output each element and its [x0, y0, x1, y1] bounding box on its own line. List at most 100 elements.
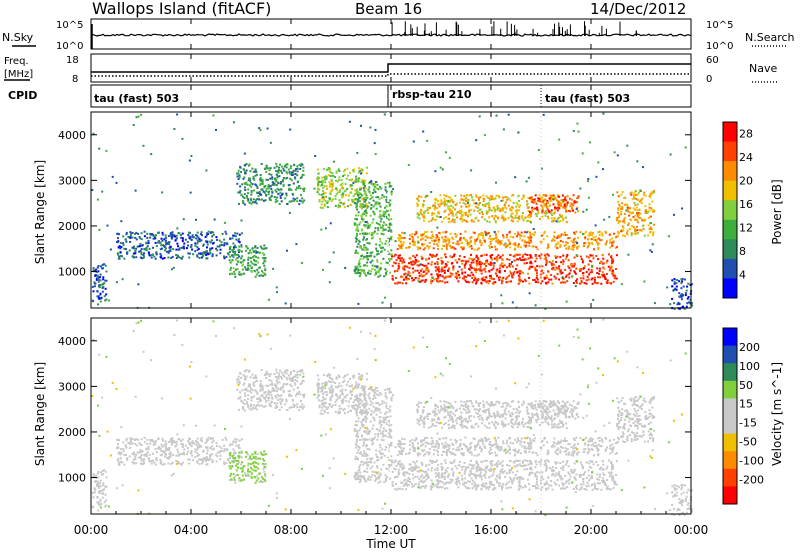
heatmap-cell — [395, 262, 397, 264]
heatmap-cell — [465, 280, 467, 282]
heatmap-cell — [586, 256, 588, 258]
heatmap-cell — [366, 255, 368, 257]
heatmap-cell — [546, 275, 548, 277]
heatmap-cell — [129, 241, 131, 243]
heatmap-cell — [412, 268, 414, 270]
heatmap-cell — [670, 154, 672, 156]
heatmap-cell — [130, 440, 132, 442]
heatmap-cell — [296, 165, 298, 167]
heatmap-cell — [341, 385, 343, 387]
heatmap-cell — [236, 379, 238, 381]
heatmap-cell — [609, 269, 611, 271]
heatmap-cell — [470, 169, 472, 171]
heatmap-cell — [437, 263, 439, 265]
heatmap-cell — [238, 452, 240, 454]
heatmap-cell — [454, 253, 456, 255]
heatmap-cell — [376, 222, 378, 224]
heatmap-cell — [522, 272, 524, 274]
heatmap-cell — [171, 233, 173, 235]
heatmap-cell — [150, 153, 152, 155]
heatmap-cell — [164, 455, 166, 457]
heatmap-cell — [434, 208, 436, 210]
heatmap-cell — [276, 390, 278, 392]
heatmap-cell — [674, 278, 676, 280]
heatmap-cell — [105, 265, 107, 267]
heatmap-cell — [123, 248, 125, 250]
heatmap-cell — [474, 249, 476, 251]
heatmap-cell — [550, 279, 552, 281]
heatmap-cell — [424, 281, 426, 283]
heatmap-cell — [397, 248, 399, 250]
heatmap-cell — [260, 386, 262, 388]
heatmap-cell — [444, 282, 446, 284]
heatmap-cell — [103, 488, 105, 490]
heatmap-cell — [469, 246, 471, 248]
heatmap-cell — [374, 183, 376, 185]
heatmap-cell — [610, 282, 612, 284]
heatmap-cell — [104, 299, 106, 301]
heatmap-cell — [510, 263, 512, 265]
heatmap-cell — [579, 268, 581, 270]
heatmap-cell — [528, 268, 530, 270]
heatmap-cell — [285, 302, 287, 304]
heatmap-cell — [226, 449, 228, 451]
heatmap-cell — [277, 182, 279, 184]
heatmap-cell — [392, 278, 394, 280]
heatmap-cell — [303, 200, 305, 202]
heatmap-cell — [363, 256, 365, 258]
heatmap-cell — [286, 400, 288, 402]
heatmap-cell — [572, 210, 574, 212]
heatmap-cell — [247, 192, 249, 194]
heatmap-cell — [222, 439, 224, 441]
heatmap-cell — [619, 206, 621, 208]
heatmap-cell — [443, 194, 445, 196]
heatmap-cell — [484, 219, 486, 221]
heatmap-cell — [508, 217, 510, 219]
heatmap-cell — [255, 376, 257, 378]
heatmap-cell — [328, 174, 330, 176]
heatmap-cell — [133, 124, 135, 126]
heatmap-cell — [432, 217, 434, 219]
heatmap-cell — [481, 262, 483, 264]
heatmap-cell — [329, 181, 331, 183]
heatmap-cell — [206, 232, 208, 234]
heatmap-cell — [406, 266, 408, 268]
heatmap-cell — [404, 232, 406, 234]
heatmap-cell — [544, 277, 546, 279]
heatmap-cell — [244, 399, 246, 401]
heatmap-cell — [383, 229, 385, 231]
heatmap-cell — [370, 207, 372, 209]
heatmap-cell — [571, 248, 573, 250]
heatmap-cell — [582, 152, 584, 154]
heatmap-cell — [599, 234, 601, 236]
heatmap-cell — [489, 280, 491, 282]
heatmap-cell — [359, 170, 361, 172]
heatmap-cell — [427, 263, 429, 265]
heatmap-cell — [292, 400, 294, 402]
heatmap-cell — [506, 258, 508, 260]
heatmap-cell — [637, 204, 639, 206]
heatmap-cell — [501, 200, 503, 202]
heatmap-cell — [514, 260, 516, 262]
heatmap-cell — [436, 278, 438, 280]
heatmap-cell — [294, 384, 296, 386]
heatmap-cell — [288, 189, 290, 191]
heatmap-cell — [542, 272, 544, 274]
heatmap-cell — [533, 228, 535, 230]
heatmap-cell — [152, 247, 154, 249]
heatmap-cell — [322, 190, 324, 192]
colorbar-swatch — [723, 278, 737, 298]
heatmap-cell — [260, 480, 262, 482]
heatmap-cell — [414, 263, 416, 265]
heatmap-cell — [266, 188, 268, 190]
heatmap-cell — [221, 447, 223, 449]
heatmap-cell — [370, 261, 372, 263]
heatmap-cell — [289, 129, 291, 131]
heatmap-cell — [367, 272, 369, 274]
heatmap-cell — [381, 243, 383, 245]
heatmap-cell — [322, 180, 324, 182]
heatmap-cell — [503, 236, 505, 238]
heatmap-cell — [536, 275, 538, 277]
heatmap-cell — [178, 438, 180, 440]
